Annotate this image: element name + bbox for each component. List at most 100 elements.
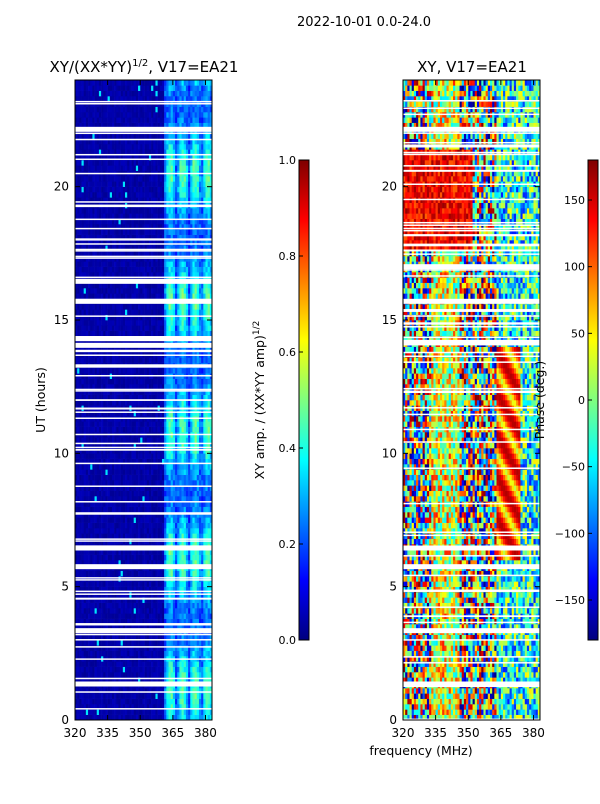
- heatmap-cell: [105, 384, 108, 390]
- heatmap-cell: [116, 549, 119, 555]
- heatmap-cell: [194, 421, 198, 427]
- heatmap-cell: [203, 645, 206, 651]
- heatmap-cell: [138, 709, 141, 715]
- heatmap-cell: [185, 501, 189, 507]
- heatmap-cell: [107, 581, 111, 587]
- heatmap-cell: [116, 325, 119, 331]
- heatmap-cell: [151, 346, 154, 353]
- heatmap-cell: [116, 330, 119, 337]
- heatmap-cell: [101, 512, 104, 518]
- heatmap-cell: [183, 368, 187, 374]
- heatmap-cell: [114, 597, 117, 603]
- heatmap-cell: [159, 437, 163, 443]
- heatmap-cell: [168, 309, 171, 315]
- heatmap-cell: [185, 560, 189, 566]
- heatmap-cell: [79, 517, 82, 523]
- heatmap-cell: [138, 608, 141, 614]
- heatmap-cell: [192, 602, 195, 609]
- heatmap-cell: [105, 464, 108, 470]
- heatmap-cell: [92, 474, 95, 481]
- heatmap-cell: [127, 474, 130, 481]
- heatmap-cell: [122, 597, 126, 603]
- heatmap-cell: [90, 293, 93, 299]
- heatmap-cell: [194, 709, 198, 715]
- heatmap-cell: [203, 661, 206, 667]
- heatmap-cell: [146, 448, 150, 454]
- heatmap-cell: [153, 442, 156, 449]
- heatmap-cell: [85, 608, 89, 614]
- heatmap-cell: [116, 613, 119, 619]
- heatmap-cell: [81, 496, 84, 502]
- heatmap-cell: [127, 501, 130, 507]
- heatmap-cell: [142, 608, 145, 614]
- heatmap-cell: [151, 640, 154, 646]
- heatmap-cell: [122, 309, 126, 315]
- heatmap-cell: [83, 314, 87, 321]
- heatmap-cell: [192, 437, 195, 443]
- heatmap-cell: [148, 368, 152, 374]
- heatmap-cell: [153, 581, 156, 587]
- heatmap-cell: [194, 624, 198, 630]
- heatmap-cell: [96, 394, 100, 401]
- heatmap-cell: [92, 485, 95, 491]
- heatmap-cell: [105, 672, 108, 678]
- heatmap-cell: [196, 325, 200, 331]
- heatmap-cell: [188, 666, 191, 673]
- heatmap-cell: [148, 533, 152, 539]
- heatmap-cell: [120, 314, 124, 321]
- heatmap-cell: [140, 474, 143, 481]
- heatmap-cell: [129, 634, 132, 641]
- heatmap-cell: [155, 661, 158, 667]
- heatmap-cell: [190, 576, 193, 582]
- heatmap-cell: [159, 384, 163, 390]
- heatmap-cell: [92, 400, 95, 406]
- heatmap-cell: [133, 320, 137, 326]
- heatmap-cell: [196, 576, 200, 582]
- heatmap-cell: [183, 501, 187, 507]
- heatmap-cell: [103, 672, 106, 678]
- heatmap-cell: [183, 426, 187, 433]
- heatmap-cell: [181, 677, 185, 683]
- heatmap-cell: [175, 304, 178, 310]
- heatmap-cell: [157, 437, 161, 443]
- heatmap-cell: [94, 506, 98, 513]
- heatmap-cell: [96, 554, 100, 561]
- heatmap-cell: [183, 410, 187, 417]
- heatmap-cell: [183, 522, 187, 529]
- heatmap-cell: [133, 474, 137, 481]
- heatmap-cell: [148, 693, 152, 699]
- heatmap-cell: [175, 325, 178, 331]
- heatmap-cell: [129, 570, 132, 577]
- heatmap-cell: [166, 618, 169, 625]
- heatmap-cell: [103, 437, 106, 443]
- heatmap-cell: [183, 693, 187, 699]
- heatmap-cell: [181, 613, 185, 619]
- heatmap-cell: [157, 394, 161, 401]
- heatmap-cell: [201, 421, 204, 427]
- heatmap-cell: [188, 389, 191, 395]
- heatmap-cell: [88, 613, 91, 619]
- heatmap-cell: [75, 464, 78, 470]
- heatmap-cell: [203, 586, 206, 593]
- heatmap-cell: [151, 512, 154, 518]
- heatmap-cell: [198, 458, 202, 465]
- heatmap-cell: [155, 533, 158, 539]
- heatmap-cell: [161, 480, 165, 486]
- heatmap-cell: [133, 533, 137, 539]
- heatmap-cell: [77, 400, 80, 406]
- heatmap-cell: [118, 528, 121, 534]
- heatmap-cell: [207, 597, 211, 603]
- heatmap-cell: [201, 320, 204, 326]
- heatmap-cell: [77, 688, 80, 694]
- heatmap-cell: [198, 506, 202, 513]
- heatmap-cell: [196, 634, 200, 641]
- heatmap-cell: [194, 304, 198, 310]
- heatmap-cell: [164, 442, 167, 449]
- heatmap-cell: [155, 426, 158, 433]
- heatmap-cell: [138, 480, 141, 486]
- heatmap-cell: [127, 357, 130, 363]
- heatmap-cell: [201, 618, 204, 625]
- heatmap-cell: [81, 672, 84, 678]
- heatmap-cell: [146, 490, 150, 497]
- heatmap-cell: [151, 650, 154, 657]
